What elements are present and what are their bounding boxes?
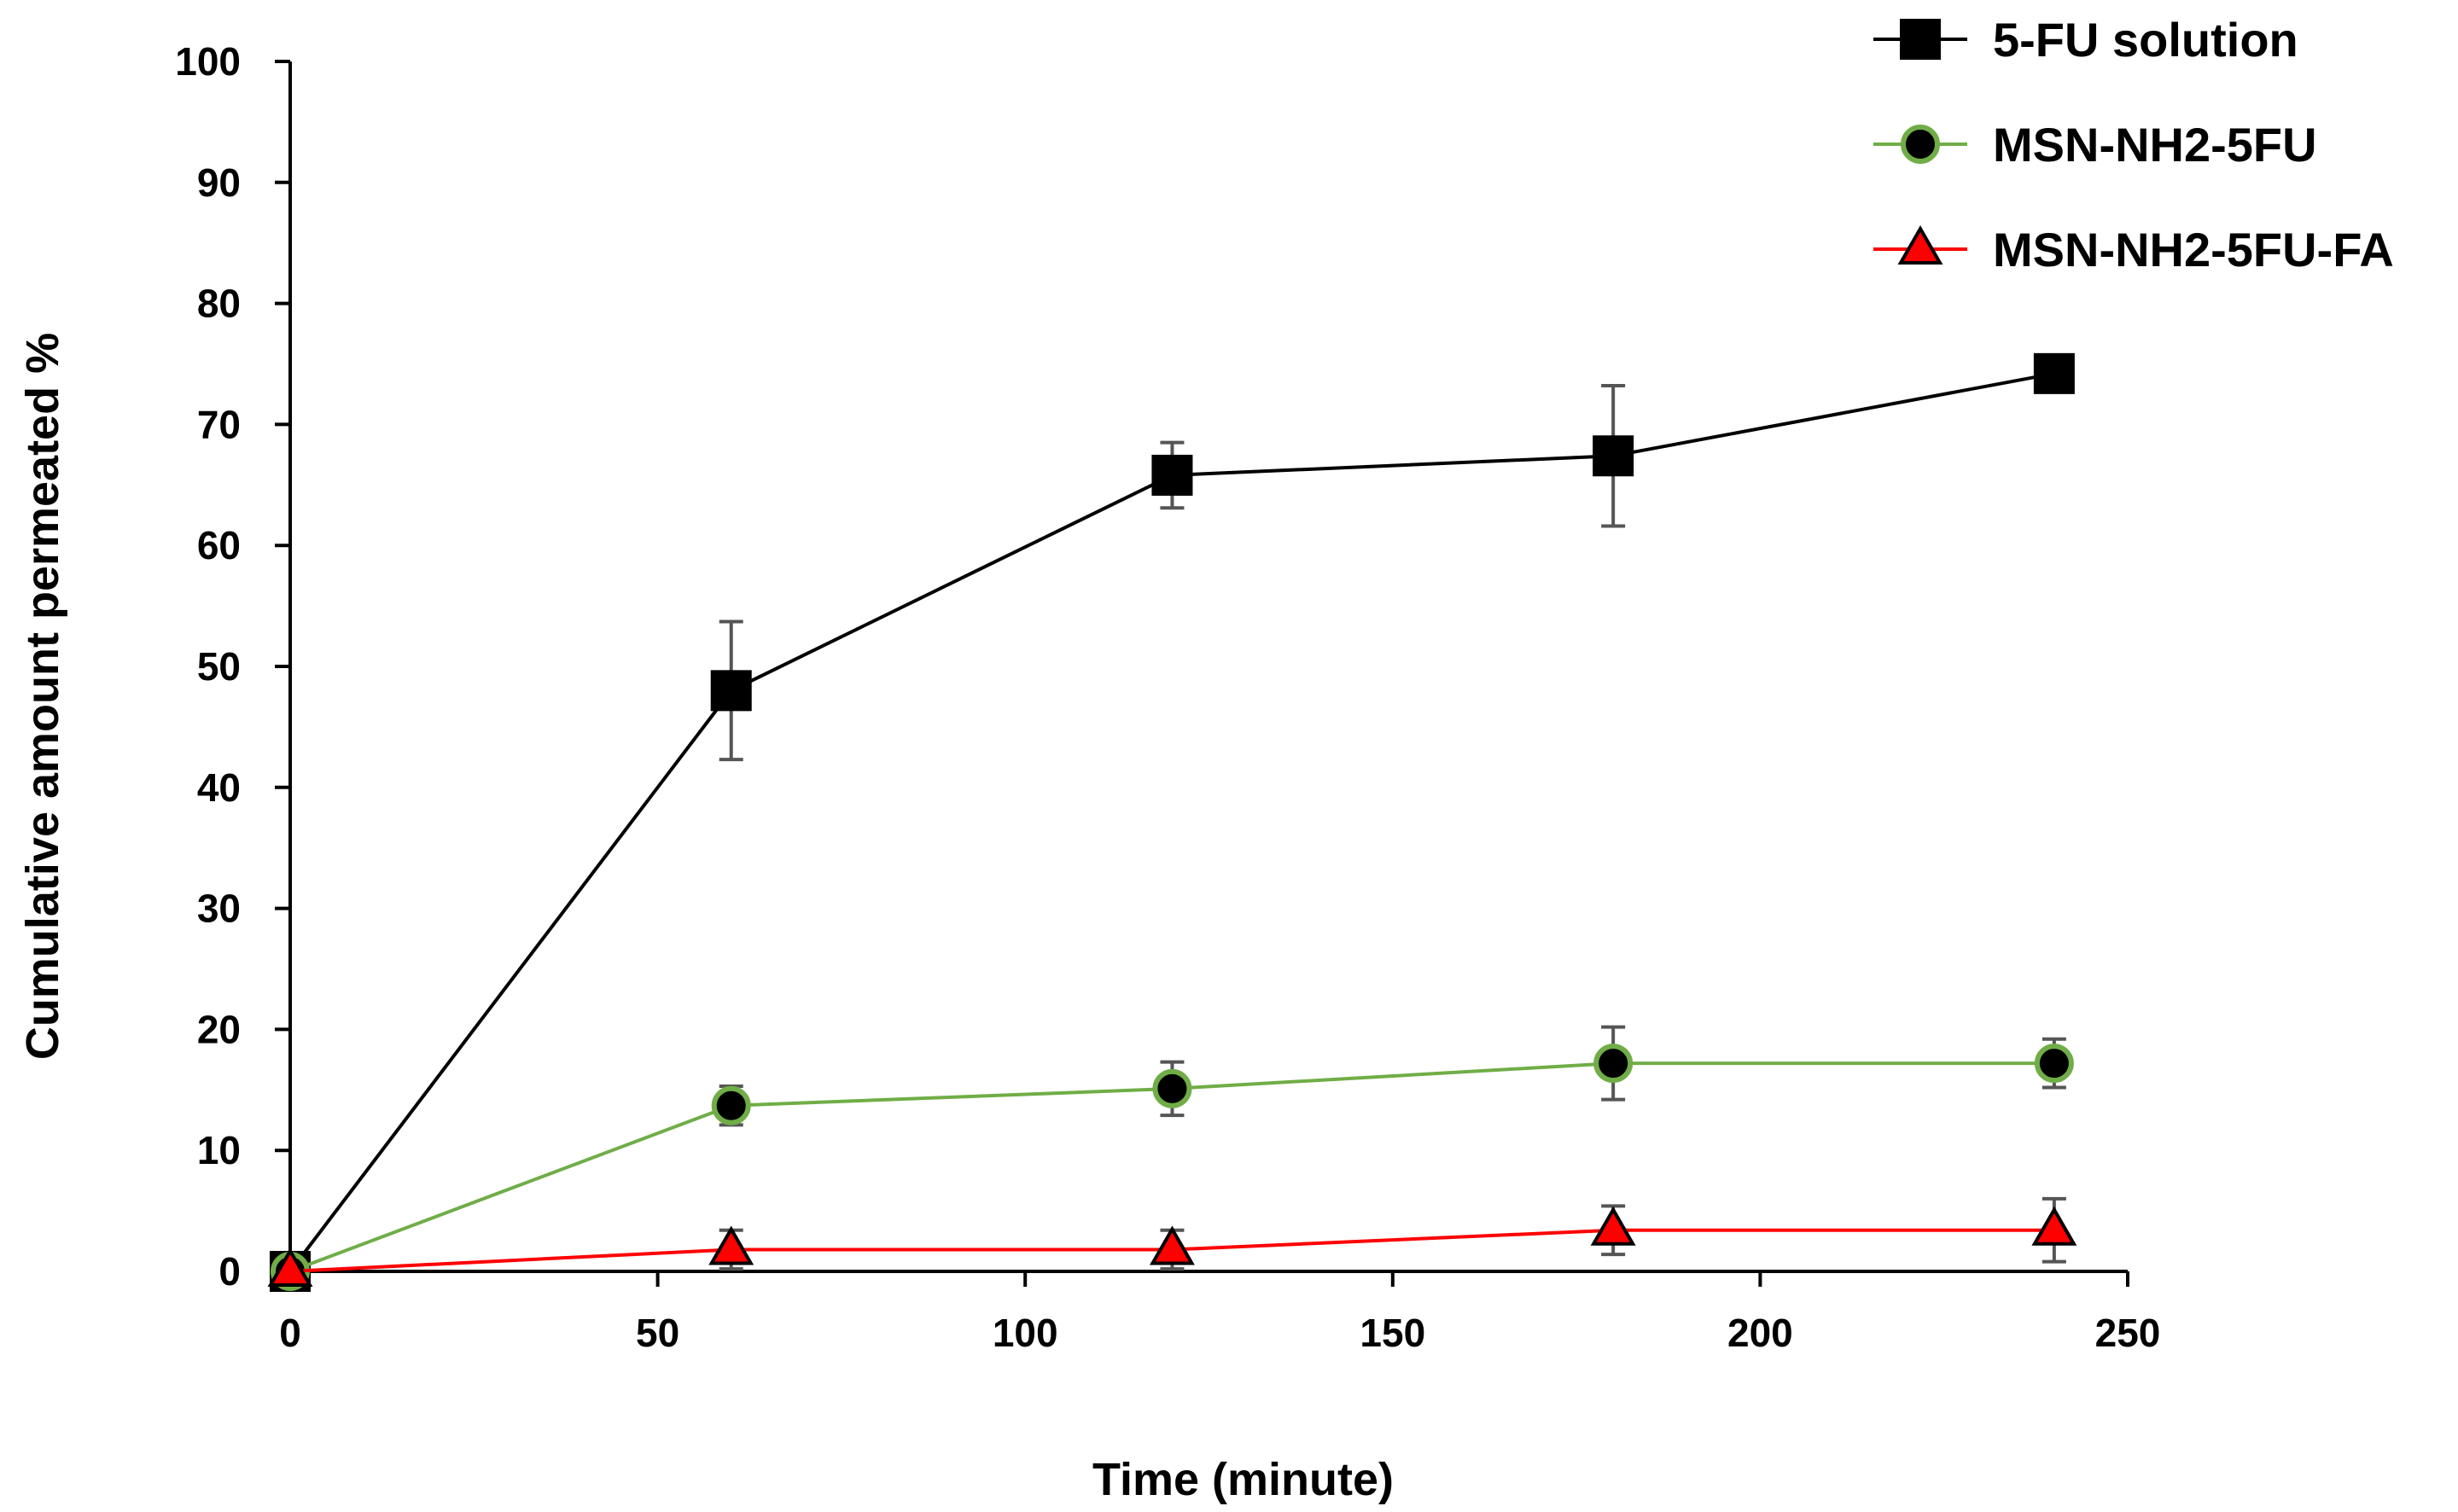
- data-point: [1152, 1068, 1192, 1108]
- data-point: [708, 1225, 754, 1265]
- data-point: [1149, 1225, 1195, 1265]
- x-tick-label: 200: [1727, 1311, 1793, 1355]
- y-tick-label: 50: [197, 644, 241, 689]
- legend-label: MSN-NH2-5FU: [1993, 118, 2317, 172]
- data-point: [710, 670, 752, 712]
- x-tick-label: 0: [279, 1311, 301, 1355]
- y-tick-label: 70: [197, 402, 241, 446]
- x-tick-label: 100: [993, 1311, 1058, 1355]
- x-tick-label: 50: [636, 1311, 679, 1355]
- series-layer: [267, 352, 2077, 1292]
- data-point: [2033, 352, 2075, 394]
- series-1: [270, 352, 2075, 1292]
- legend-label: 5-FU solution: [1993, 13, 2298, 67]
- legend-marker: [1897, 224, 1943, 265]
- data-point: [2031, 1206, 2077, 1246]
- legend-item-3: MSN-NH2-5FU-FA: [1873, 223, 2394, 276]
- data-point: [711, 1085, 751, 1125]
- legend-label: MSN-NH2-5FU-FA: [1993, 223, 2394, 276]
- y-tick-label: 100: [175, 39, 241, 84]
- y-tick-label: 60: [197, 523, 241, 567]
- y-tick-label: 40: [197, 765, 241, 810]
- series-3: [267, 1196, 2077, 1287]
- data-point: [1593, 1044, 1634, 1084]
- x-axis-ticks: 0 50 100 150 200 250: [279, 1271, 2160, 1355]
- y-tick-label: 80: [197, 282, 241, 326]
- y-axis-ticks: 0 10 20 30 40 50 60 70 80 90 100: [175, 39, 290, 1294]
- legend-marker: [1901, 125, 1940, 164]
- y-tick-label: 10: [197, 1128, 241, 1172]
- data-point: [1593, 435, 1634, 477]
- y-tick-label: 30: [197, 887, 241, 931]
- x-tick-label: 250: [2095, 1311, 2161, 1355]
- y-tick-label: 90: [197, 160, 241, 205]
- data-point: [1590, 1206, 1636, 1246]
- data-point: [2034, 1044, 2074, 1084]
- x-axis-title: Time (minute): [1092, 1454, 1394, 1505]
- y-tick-label: 20: [197, 1007, 241, 1051]
- data-point: [1151, 454, 1193, 496]
- y-axis-title: Cumulative amount permeated %: [17, 333, 68, 1060]
- legend: 5-FU solution MSN-NH2-5FU MSN-NH2-5FU-FA: [1873, 13, 2394, 276]
- legend-marker: [1900, 19, 1941, 60]
- axes: [288, 61, 2128, 1273]
- legend-item-2: MSN-NH2-5FU: [1873, 118, 2317, 172]
- data-point: [267, 1247, 313, 1287]
- y-tick-label: 0: [218, 1249, 241, 1294]
- x-tick-label: 150: [1360, 1311, 1425, 1355]
- legend-item-1: 5-FU solution: [1873, 13, 2298, 67]
